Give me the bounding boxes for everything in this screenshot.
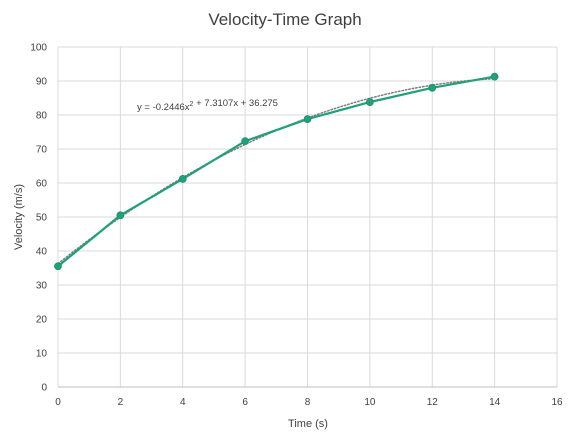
x-tick-label: 8 bbox=[305, 397, 311, 408]
y-tick-label: 50 bbox=[36, 213, 48, 224]
data-point bbox=[490, 72, 499, 81]
x-tick-label: 14 bbox=[489, 397, 501, 408]
y-tick-label: 20 bbox=[36, 315, 48, 326]
trendline-equation: y = -0.2446x2 + 7.3107x + 36.275 bbox=[137, 98, 278, 113]
grid-layer bbox=[57, 46, 558, 388]
x-axis-label: Time (s) bbox=[288, 418, 328, 430]
equation-part: y = -0.2446x bbox=[137, 102, 190, 113]
axis-layer: 0 10 20 30 40 50 60 70 80 90 100 0 2 4 6 8 10 12 14 16 bbox=[30, 43, 563, 409]
data-point bbox=[366, 98, 374, 106]
y-tick-label: 0 bbox=[41, 383, 47, 394]
x-tick-label: 12 bbox=[427, 397, 439, 408]
y-tick-label: 100 bbox=[30, 43, 47, 54]
text-layer: Velocity-Time Graph Time (s) Velocity (m… bbox=[13, 10, 362, 430]
data-point bbox=[428, 83, 437, 92]
x-tick-label: 6 bbox=[242, 397, 248, 408]
y-tick-label: 10 bbox=[36, 349, 48, 360]
x-tick-label: 2 bbox=[118, 397, 124, 408]
y-tick-label: 80 bbox=[36, 111, 48, 122]
equation-superscript: 2 bbox=[190, 101, 194, 108]
data-point bbox=[54, 262, 62, 271]
y-tick-label: 60 bbox=[36, 179, 48, 190]
y-tick-label: 70 bbox=[36, 145, 48, 156]
equation-part: + 7.3107x + 36.275 bbox=[193, 98, 278, 109]
y-tick-label: 40 bbox=[36, 247, 48, 258]
data-point bbox=[303, 115, 312, 123]
x-tick-label: 4 bbox=[180, 397, 186, 408]
data-point bbox=[178, 175, 187, 183]
x-tick-label: 0 bbox=[55, 397, 61, 408]
chart-title: Velocity-Time Graph bbox=[208, 10, 361, 29]
series-line bbox=[57, 75, 495, 268]
y-axis-label: Velocity (m/s) bbox=[13, 184, 25, 250]
y-tick-label: 90 bbox=[36, 77, 48, 88]
data-point bbox=[241, 137, 249, 146]
x-tick-label: 16 bbox=[551, 397, 563, 408]
series-layer bbox=[54, 72, 499, 271]
y-tick-label: 30 bbox=[36, 281, 48, 292]
data-point bbox=[116, 211, 125, 220]
x-tick-label: 10 bbox=[364, 397, 376, 408]
